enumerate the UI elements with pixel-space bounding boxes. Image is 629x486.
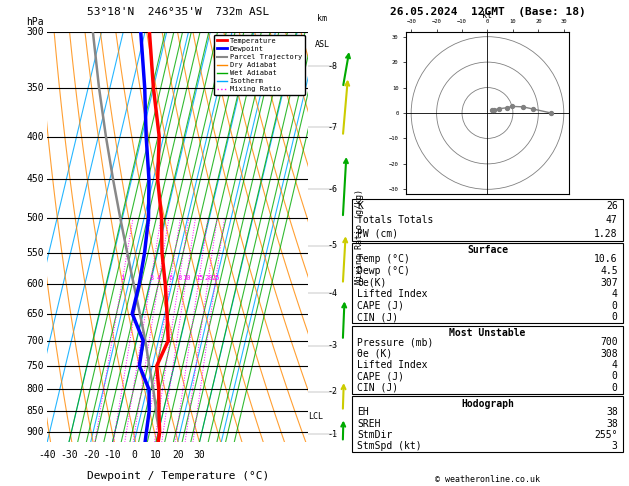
Text: Temp (°C): Temp (°C) [357, 255, 410, 264]
Text: 0: 0 [131, 450, 137, 460]
Point [494, 105, 504, 113]
Text: 4.5: 4.5 [600, 266, 618, 276]
Text: 350: 350 [26, 83, 44, 93]
Text: -5: -5 [328, 242, 338, 250]
Text: 500: 500 [26, 213, 44, 223]
Text: 38: 38 [606, 419, 618, 429]
Text: Totals Totals: Totals Totals [357, 215, 433, 225]
Text: 30: 30 [194, 450, 205, 460]
Text: -6: -6 [328, 185, 338, 193]
Text: 4: 4 [612, 360, 618, 370]
Text: 10: 10 [182, 275, 191, 281]
Text: -2: -2 [328, 387, 338, 396]
Text: StmDir: StmDir [357, 430, 392, 440]
Text: Surface: Surface [467, 245, 508, 256]
Text: 8: 8 [177, 275, 182, 281]
Text: 4: 4 [157, 275, 161, 281]
Text: Lifted Index: Lifted Index [357, 289, 428, 299]
Point [502, 104, 512, 112]
Text: 2: 2 [138, 275, 142, 281]
Point [487, 106, 497, 114]
Text: CIN (J): CIN (J) [357, 383, 398, 393]
Text: EH: EH [357, 407, 369, 417]
Text: 25: 25 [212, 275, 220, 281]
Text: 0: 0 [612, 312, 618, 322]
Text: 308: 308 [600, 348, 618, 359]
Point [528, 105, 538, 113]
Text: 10.6: 10.6 [594, 255, 618, 264]
Text: Most Unstable: Most Unstable [449, 328, 526, 338]
Text: 0: 0 [612, 371, 618, 382]
Text: 6: 6 [169, 275, 173, 281]
Text: 4: 4 [612, 289, 618, 299]
Text: 650: 650 [26, 309, 44, 319]
Text: 450: 450 [26, 174, 44, 185]
Text: 255°: 255° [594, 430, 618, 440]
Text: 20: 20 [204, 275, 213, 281]
Text: 26.05.2024  12GMT  (Base: 18): 26.05.2024 12GMT (Base: 18) [389, 7, 586, 17]
Text: 700: 700 [600, 337, 618, 347]
Text: 750: 750 [26, 361, 44, 371]
Text: SREH: SREH [357, 419, 381, 429]
Text: ASL: ASL [315, 40, 330, 49]
Point [518, 103, 528, 111]
Text: θe(K): θe(K) [357, 278, 387, 288]
Text: 0: 0 [612, 301, 618, 311]
Point [489, 106, 499, 114]
Text: 26: 26 [606, 201, 618, 211]
Text: Dewpoint / Temperature (°C): Dewpoint / Temperature (°C) [87, 471, 269, 481]
Text: -3: -3 [328, 341, 338, 350]
Text: θe (K): θe (K) [357, 348, 392, 359]
Text: 38: 38 [606, 407, 618, 417]
Text: km: km [318, 15, 327, 23]
Text: hPa: hPa [26, 17, 44, 27]
Text: 850: 850 [26, 406, 44, 417]
Point [546, 109, 556, 117]
Text: 900: 900 [26, 427, 44, 437]
Text: -40: -40 [38, 450, 56, 460]
Text: -1: -1 [328, 430, 338, 439]
Text: -30: -30 [60, 450, 78, 460]
Text: Mixing Ratio (g/kg): Mixing Ratio (g/kg) [355, 190, 364, 284]
Text: Pressure (mb): Pressure (mb) [357, 337, 433, 347]
Text: 1: 1 [121, 275, 125, 281]
Text: 53°18'N  246°35'W  732m ASL: 53°18'N 246°35'W 732m ASL [87, 7, 269, 17]
Text: 800: 800 [26, 384, 44, 394]
Text: 20: 20 [172, 450, 184, 460]
Text: Dewp (°C): Dewp (°C) [357, 266, 410, 276]
Text: -7: -7 [328, 123, 338, 132]
Text: CAPE (J): CAPE (J) [357, 371, 404, 382]
Text: 0: 0 [612, 383, 618, 393]
Text: 307: 307 [600, 278, 618, 288]
Text: CIN (J): CIN (J) [357, 312, 398, 322]
Text: © weatheronline.co.uk: © weatheronline.co.uk [435, 474, 540, 484]
Text: 15: 15 [195, 275, 203, 281]
Text: CAPE (J): CAPE (J) [357, 301, 404, 311]
Text: Hodograph: Hodograph [461, 399, 514, 409]
Text: 700: 700 [26, 336, 44, 346]
Legend: Temperature, Dewpoint, Parcel Trajectory, Dry Adiabat, Wet Adiabat, Isotherm, Mi: Temperature, Dewpoint, Parcel Trajectory… [214, 35, 304, 95]
Text: 600: 600 [26, 279, 44, 289]
Text: -20: -20 [82, 450, 99, 460]
Text: 3: 3 [612, 441, 618, 451]
Text: 10: 10 [150, 450, 162, 460]
X-axis label: kt: kt [482, 11, 493, 19]
Text: -4: -4 [328, 289, 338, 298]
Text: 400: 400 [26, 132, 44, 141]
Text: LCL: LCL [308, 412, 323, 421]
Point [507, 103, 517, 110]
Text: Lifted Index: Lifted Index [357, 360, 428, 370]
Text: 550: 550 [26, 248, 44, 258]
Text: -8: -8 [328, 62, 338, 71]
Text: K: K [357, 201, 363, 211]
Text: StmSpd (kt): StmSpd (kt) [357, 441, 422, 451]
Text: PW (cm): PW (cm) [357, 229, 398, 239]
Text: 47: 47 [606, 215, 618, 225]
Text: -10: -10 [104, 450, 121, 460]
Text: 3: 3 [149, 275, 153, 281]
Text: 1.28: 1.28 [594, 229, 618, 239]
Text: 300: 300 [26, 27, 44, 36]
